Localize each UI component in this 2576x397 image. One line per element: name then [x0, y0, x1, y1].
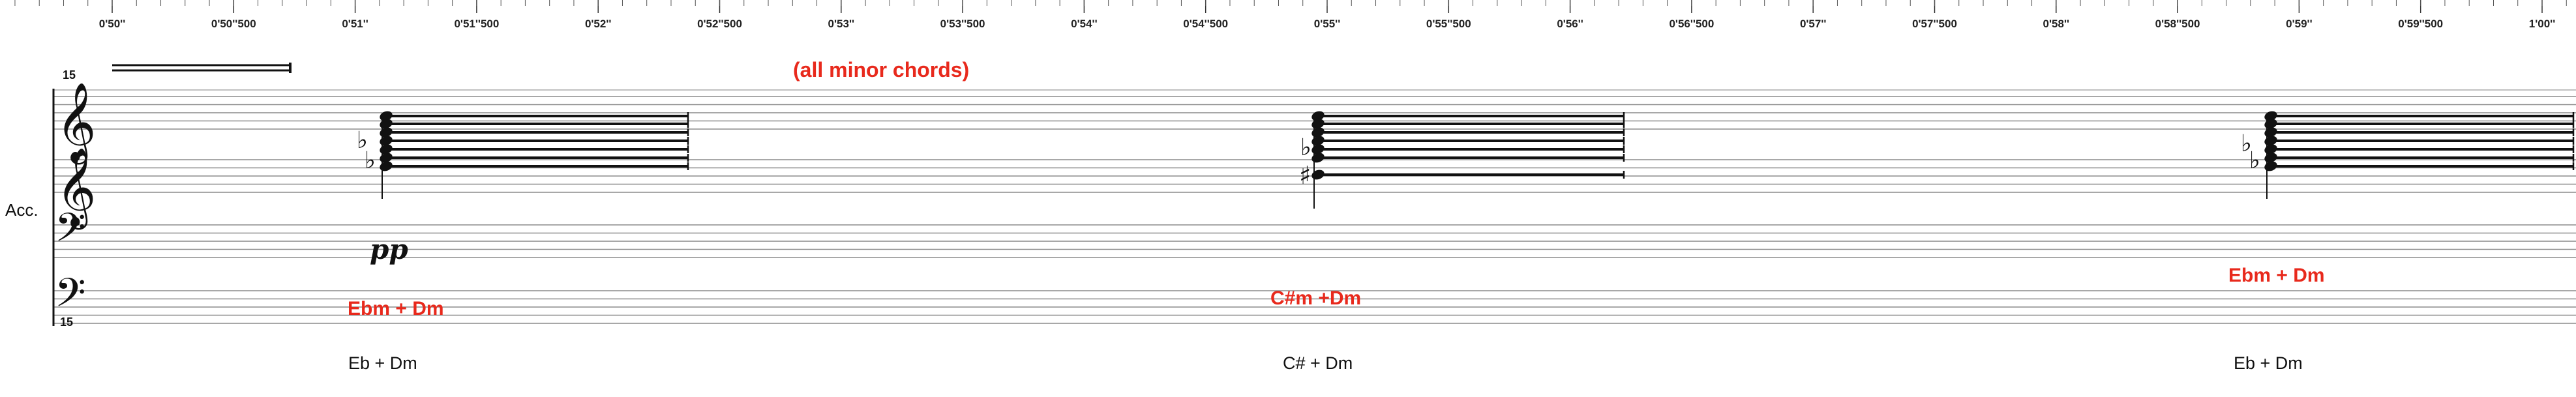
- notehead: [1311, 169, 1325, 180]
- ruler-labels: 0'50'' 0'50''500 0'51'' 0'51''500 0'52'' 0'52…: [99, 18, 2556, 30]
- notehead: [380, 153, 393, 163]
- ruler-minor-ticks: [14, 0, 2567, 13]
- flat-accidental: ♭: [357, 127, 368, 154]
- notehead: [2264, 144, 2277, 154]
- notehead: [2264, 136, 2277, 146]
- treble-clef-1: 𝄞: [56, 81, 96, 164]
- chord-2: ♭ ♯ C#m +Dm C# + Dm: [1270, 111, 1625, 373]
- notehead: [380, 111, 393, 121]
- notehead: [1311, 119, 1325, 129]
- ruler-label: 0'58'': [2043, 18, 2070, 30]
- ruler-label: 0'56''500: [1669, 18, 1714, 30]
- ruler-label: 0'58''500: [2155, 18, 2200, 30]
- sharp-accidental: ♯: [1299, 161, 1311, 190]
- ruler-label: 0'53''500: [940, 18, 985, 30]
- notehead: [380, 119, 393, 129]
- chord-noteheads: [380, 111, 689, 171]
- notehead: [2264, 111, 2277, 121]
- ruler-label: 0'57''500: [1912, 18, 1957, 30]
- flat-accidental: ♭: [2241, 130, 2252, 157]
- ruler-label: 0'59''500: [2398, 18, 2443, 30]
- octave-mark-bottom: 15: [60, 316, 73, 329]
- instrument-label: Acc.: [5, 200, 38, 220]
- bass-clef-2: 𝄢: [55, 270, 86, 326]
- flat-accidental: ♭: [1300, 134, 1311, 161]
- ruler-label: 0'55''500: [1426, 18, 1471, 30]
- notehead: [380, 161, 393, 171]
- treble-clef-2: 𝄞: [56, 147, 96, 229]
- chord-noteheads: [1311, 111, 1625, 180]
- ruler-label: 0'50'': [99, 18, 126, 30]
- octave-mark-top: 15: [63, 68, 76, 81]
- chord-red-label: Ebm + Dm: [348, 298, 444, 319]
- flat-accidental: ♭: [365, 147, 376, 174]
- ruler-label: 0'55'': [1314, 18, 1341, 30]
- notehead: [2264, 127, 2277, 138]
- ruler-label: 0'59'': [2286, 18, 2313, 30]
- chord-red-label: C#m +Dm: [1270, 287, 1361, 309]
- notehead: [380, 144, 393, 154]
- staff-3: [53, 224, 2576, 258]
- staff-4: [53, 290, 2576, 324]
- chord-red-label: Ebm + Dm: [2228, 265, 2325, 286]
- ruler-label: 0'54'': [1071, 18, 1098, 30]
- flat-accidental: ♭: [2249, 147, 2260, 174]
- header-annotation: (all minor chords): [793, 58, 969, 81]
- notehead: [1311, 127, 1325, 138]
- notehead: [1311, 153, 1325, 163]
- ruler-label: 0'52'': [585, 18, 612, 30]
- ruler-label: 0'54''500: [1183, 18, 1228, 30]
- notehead: [1311, 136, 1325, 146]
- ruler-label: 0'52''500: [697, 18, 742, 30]
- ruler-label: 0'57'': [1800, 18, 1827, 30]
- ruler-label: 0'53'': [828, 18, 855, 30]
- time-ruler: 0'50'' 0'50''500 0'51'' 0'51''500 0'52'' 0'52…: [14, 0, 2567, 30]
- chord-black-label: C# + Dm: [1283, 353, 1353, 373]
- chord-1: ♭ ♭ Ebm + Dm Eb + Dm: [348, 111, 689, 373]
- ruler-label: 0'51''500: [454, 18, 499, 30]
- chord-black-label: Eb + Dm: [2234, 353, 2303, 373]
- bass-clef-1: 𝄢: [55, 205, 86, 261]
- notehead: [2264, 161, 2277, 171]
- previous-sustain-line: [112, 63, 292, 73]
- chord-3: ♭ ♭ Ebm + Dm Eb + Dm: [2228, 111, 2575, 373]
- notehead: [1311, 111, 1325, 121]
- dynamic-marking: pp: [370, 233, 408, 265]
- notehead: [1311, 144, 1325, 154]
- ruler-label: 0'51'': [342, 18, 368, 30]
- chord-noteheads: [2264, 111, 2575, 171]
- chord-black-label: Eb + Dm: [348, 353, 417, 373]
- ruler-label: 1'00'': [2529, 18, 2556, 30]
- notehead: [380, 127, 393, 138]
- notehead: [2264, 119, 2277, 129]
- ruler-label: 0'56'': [1557, 18, 1583, 30]
- ruler-label: 0'50''500: [211, 18, 256, 30]
- notehead: [2264, 153, 2277, 163]
- notehead: [380, 136, 393, 146]
